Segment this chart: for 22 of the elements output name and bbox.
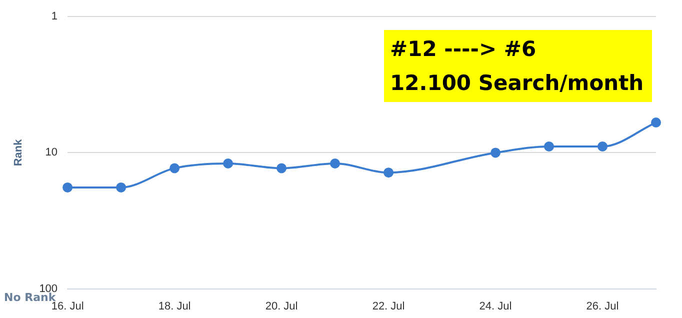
point [384, 168, 394, 178]
annotation: 12.100 Search/month [390, 70, 644, 97]
x-tick-label: 16. Jul [51, 300, 84, 312]
point [170, 163, 180, 174]
y-tick-label: 10 [45, 146, 58, 159]
x-tick-label: 22. Jul [372, 300, 405, 312]
point [598, 141, 608, 152]
x-tick-label: 18. Jul [158, 300, 191, 312]
point [276, 163, 287, 174]
point [544, 141, 554, 152]
point [490, 148, 501, 158]
annotation: #12 ----> #6 [390, 36, 538, 63]
x-tick-label: 26. Jul [586, 300, 619, 312]
point [651, 118, 661, 128]
point [116, 182, 126, 192]
point [223, 158, 234, 168]
y-tick-label: 1 [51, 10, 58, 23]
point [330, 158, 340, 168]
y-axis-title: Rank [12, 138, 25, 166]
x-tick-label: 24. Jul [479, 300, 512, 312]
x-tick-label: 20. Jul [265, 300, 298, 312]
point [62, 182, 73, 192]
